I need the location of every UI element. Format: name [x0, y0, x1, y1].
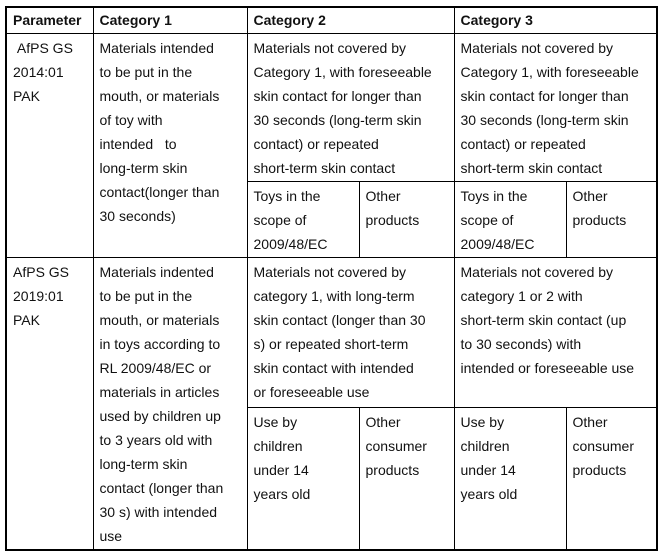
- afps-2019-category2-other-cell: Other consumer products: [358, 407, 455, 551]
- header-cell-parameter: Parameter: [5, 6, 94, 34]
- pak-categories-table: Parameter Category 1 Category 2 Category…: [5, 6, 659, 551]
- afps-2019-category3-children-cell: Use by children under 14 years old: [453, 407, 567, 551]
- afps-2014-category3-main-cell: Materials not covered by Category 1, wit…: [453, 33, 658, 182]
- header-cell-category2: Category 2: [246, 6, 455, 34]
- table-header-row: Parameter Category 1 Category 2 Category…: [5, 6, 658, 34]
- afps-2014-category3-other-cell: Other products: [565, 181, 658, 258]
- afps-2014-category2-main-cell: Materials not covered by Category 1, wit…: [246, 33, 455, 182]
- afps-2019-category1-cell: Materials indented to be put in the mout…: [92, 257, 248, 551]
- afps-2019-category2-main-cell: Materials not covered by category 1, wit…: [246, 256, 455, 409]
- afps-2019-category3-other-cell: Other consumer products: [565, 407, 658, 551]
- afps-2019-parameter-cell: AfPS GS 2019:01 PAK: [5, 257, 94, 551]
- afps-2014-category2-other-cell: Other products: [358, 181, 455, 258]
- afps-2019-category3-main-cell: Materials not covered by category 1 or 2…: [453, 256, 658, 409]
- row-afps-2019-main: AfPS GS 2019:01 PAK Materials indented t…: [5, 256, 658, 551]
- afps-2019-category2-children-cell: Use by children under 14 years old: [246, 407, 360, 551]
- row-afps-2014-main: AfPS GS 2014:01 PAK Materials intended t…: [5, 33, 658, 258]
- header-cell-category3: Category 3: [453, 6, 658, 34]
- afps-2014-category2-toys-cell: Toys in the scope of 2009/48/EC: [246, 181, 360, 258]
- afps-2014-category1-cell: Materials intended to be put in the mout…: [92, 33, 248, 258]
- row-afps-2019-sub: Use by children under 14 years old Other…: [6, 407, 658, 551]
- header-cell-category1: Category 1: [92, 6, 248, 34]
- afps-2014-category3-toys-cell: Toys in the scope of 2009/48/EC: [453, 181, 567, 258]
- afps-2014-parameter-cell: AfPS GS 2014:01 PAK: [5, 33, 94, 258]
